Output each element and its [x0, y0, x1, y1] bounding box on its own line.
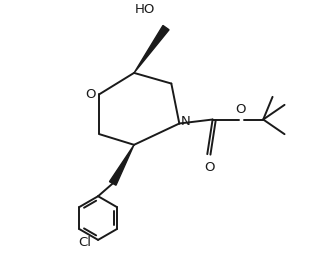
Polygon shape	[134, 25, 169, 73]
Text: HO: HO	[135, 3, 155, 16]
Text: O: O	[205, 161, 215, 174]
Polygon shape	[110, 145, 134, 185]
Text: O: O	[235, 103, 246, 116]
Text: N: N	[181, 115, 190, 128]
Text: O: O	[86, 88, 96, 101]
Text: Cl: Cl	[78, 236, 91, 249]
